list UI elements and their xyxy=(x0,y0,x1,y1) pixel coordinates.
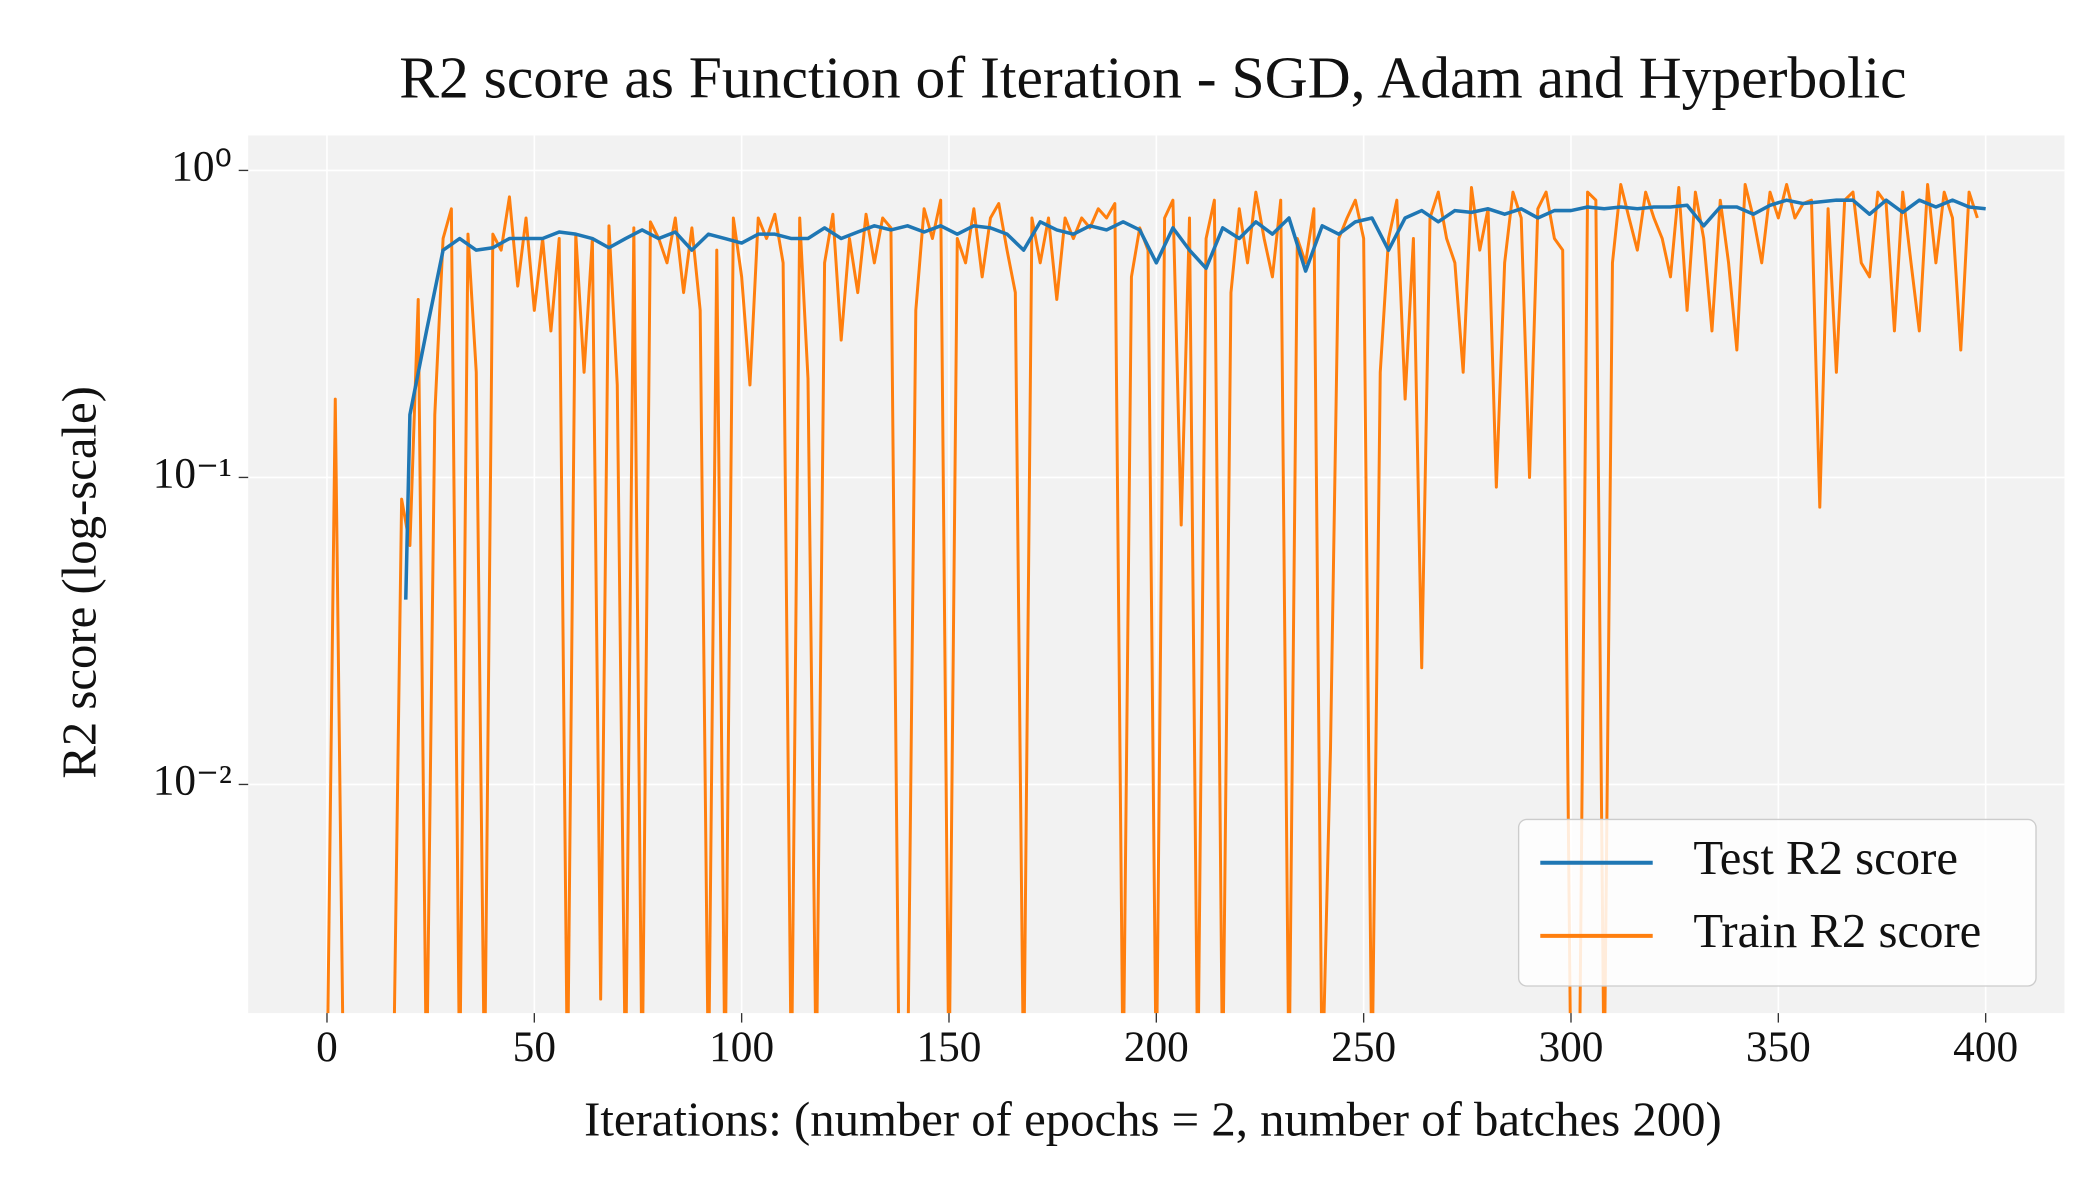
x-tick-label: 400 xyxy=(1953,1023,2018,1071)
y-tick-label: 10⁻¹ xyxy=(153,449,232,497)
lines xyxy=(326,182,1986,1014)
data-line xyxy=(326,182,1979,1014)
x-tick-label: 50 xyxy=(513,1023,556,1071)
legend-label: Test R2 score xyxy=(1693,831,1958,885)
x-tick-label: 300 xyxy=(1538,1023,1603,1071)
data-line xyxy=(404,198,1986,600)
x-tick-label: 200 xyxy=(1124,1023,1189,1071)
x-tick-label: 100 xyxy=(709,1023,774,1071)
y-tick-label: 10⁻² xyxy=(153,756,232,804)
chart-title: R2 score as Function of Iteration - SGD,… xyxy=(399,45,1906,111)
y-axis-label: R2 score (log-scale) xyxy=(52,386,106,779)
x-tick-label: 0 xyxy=(316,1023,338,1071)
x-axis-label: Iterations: (number of epochs = 2, numbe… xyxy=(584,1092,1722,1146)
axes: 0 50 100 150 200 250 300 350 400 10⁻² 10⁻¹ 10⁰ xyxy=(153,142,2018,1071)
x-tick-label: 350 xyxy=(1746,1023,1811,1071)
legend: Test R2 score Train R2 score xyxy=(1517,818,2037,987)
x-tick-label: 150 xyxy=(916,1023,981,1071)
x-tick-label: 250 xyxy=(1331,1023,1396,1071)
y-tick-label: 10⁰ xyxy=(171,142,232,190)
legend-label: Train R2 score xyxy=(1693,904,1981,958)
